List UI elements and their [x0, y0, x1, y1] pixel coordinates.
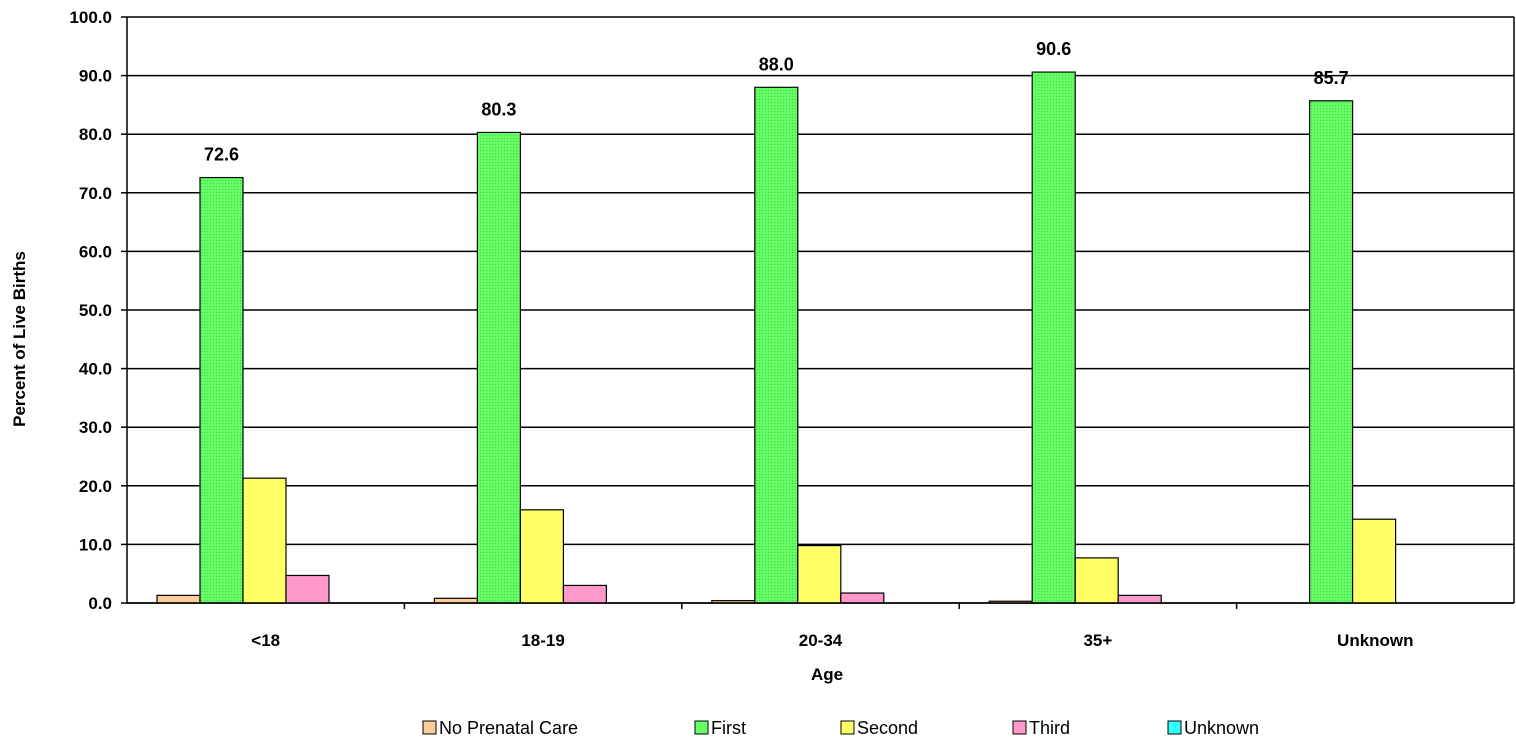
bar	[519, 509, 565, 604]
bar	[1074, 557, 1119, 604]
x-tick-label: <18	[251, 631, 280, 650]
x-tick-label: 35+	[1083, 631, 1112, 650]
bar	[840, 592, 885, 604]
y-tick-label: 60.0	[79, 242, 112, 261]
data-label: 90.6	[1036, 39, 1071, 59]
axes	[126, 17, 1515, 609]
bars	[156, 71, 1397, 604]
gridlines	[121, 16, 1514, 604]
legend-label: Third	[1029, 718, 1070, 738]
bar	[242, 477, 287, 604]
bar-texture	[1309, 100, 1353, 603]
x-tick-label: 20-34	[799, 631, 843, 650]
y-tick-label: 50.0	[79, 301, 112, 320]
legend-swatch	[422, 720, 437, 735]
y-tick-label: 0.0	[88, 594, 112, 613]
bar	[285, 574, 330, 604]
legend-swatch	[694, 720, 709, 735]
legend-label: Second	[857, 718, 918, 738]
bar-texture	[477, 132, 521, 603]
x-axis-title: Age	[811, 665, 843, 684]
data-label: 85.7	[1314, 68, 1349, 88]
y-tick-label: 30.0	[79, 418, 112, 437]
bar	[1351, 518, 1397, 604]
y-tick-label: 20.0	[79, 477, 112, 496]
legend-swatch	[1012, 720, 1027, 735]
legend-swatch	[840, 720, 855, 735]
legend-swatch	[1167, 720, 1182, 735]
legend-label: Unknown	[1184, 718, 1259, 738]
x-tick-label: 18-19	[521, 631, 564, 650]
y-tick-label: 70.0	[79, 184, 112, 203]
legend: No Prenatal Care First Second Third Unknown	[422, 718, 1259, 738]
data-label: 80.3	[481, 99, 516, 119]
data-label: 72.6	[204, 145, 239, 165]
legend-label: No Prenatal Care	[439, 718, 578, 738]
y-axis-title: Percent of Live Births	[10, 251, 29, 427]
data-label: 88.0	[759, 54, 794, 74]
bar-texture	[200, 177, 243, 603]
bar	[156, 594, 201, 604]
legend-label: First	[711, 718, 746, 738]
bar	[562, 584, 608, 604]
y-tick-labels: 0.0 10.0 20.0 30.0 40.0 50.0 60.0 70.0 80.0 90.0 1…	[69, 8, 112, 613]
bar	[1117, 594, 1162, 604]
y-tick-label: 100.0	[69, 8, 112, 27]
bar	[797, 544, 842, 604]
x-tick-labels: <18 18-19 20-34 35+ Unknown	[251, 631, 1413, 650]
y-tick-label: 10.0	[79, 535, 112, 554]
bar-texture	[1032, 72, 1076, 604]
y-tick-label: 40.0	[79, 360, 112, 379]
x-tick-label: Unknown	[1337, 631, 1414, 650]
y-tick-label: 90.0	[79, 67, 112, 86]
bar-texture	[754, 87, 798, 603]
y-tick-label: 80.0	[79, 125, 112, 144]
data-labels: 72.6 80.3 88.0 90.6 85.7	[204, 39, 1349, 164]
